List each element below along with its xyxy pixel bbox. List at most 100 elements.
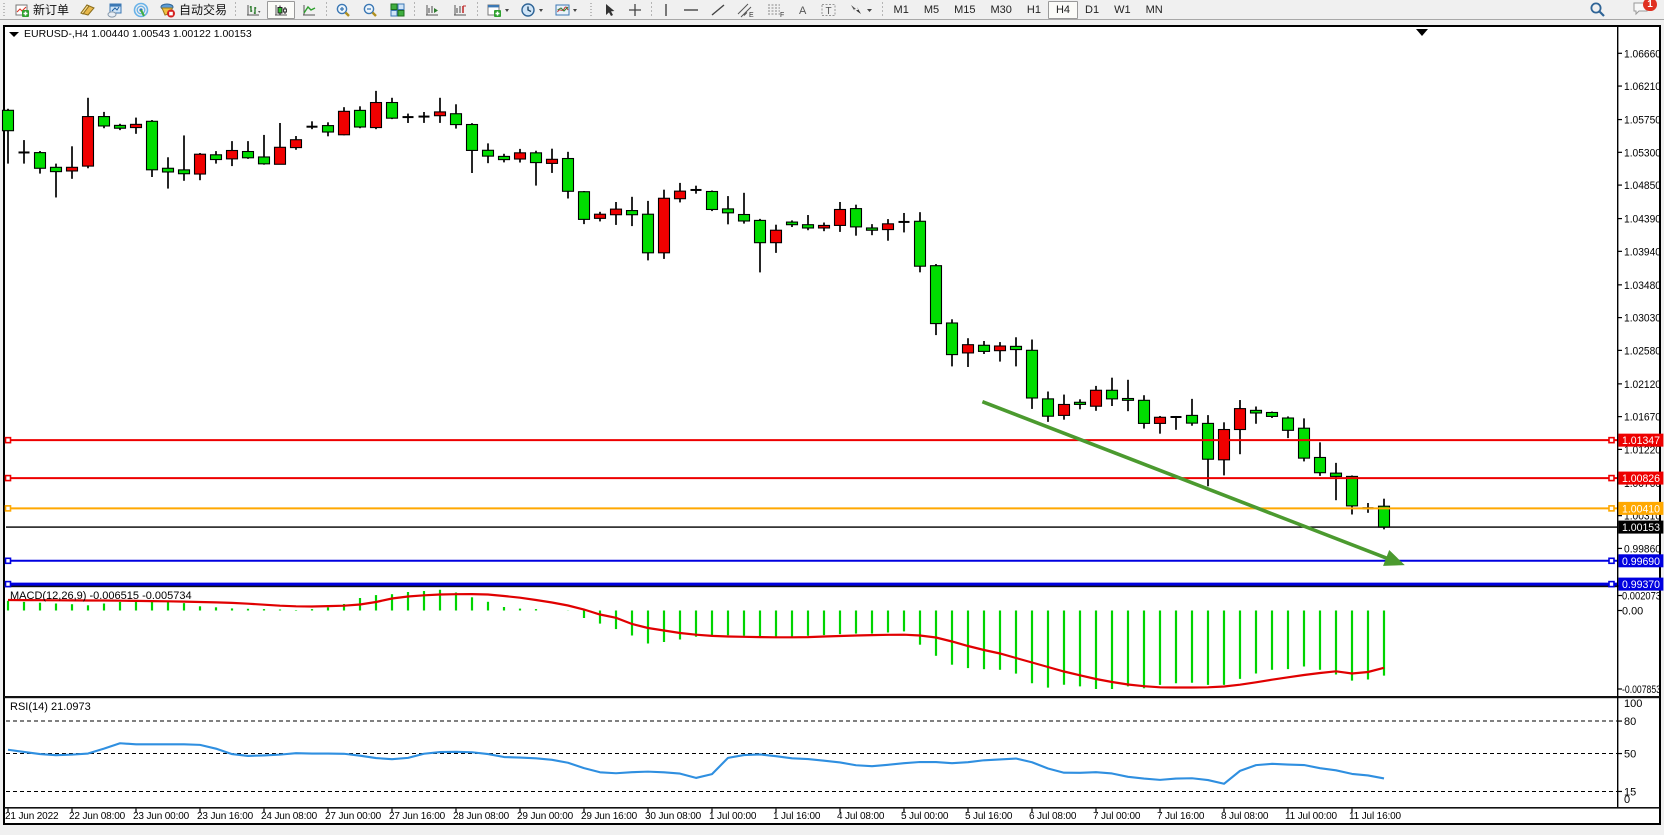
- line-handle[interactable]: [1608, 557, 1615, 565]
- chart-window-frame[interactable]: [3, 25, 1661, 825]
- current-price-line[interactable]: [6, 526, 1617, 528]
- time-tick: [1159, 808, 1161, 813]
- main-macd-separator[interactable]: [4, 585, 1660, 588]
- text-tool-button[interactable]: A: [791, 1, 815, 19]
- timeframe-button-d1[interactable]: D1: [1085, 3, 1100, 16]
- candle: [1009, 337, 1023, 367]
- strategy-tester-button[interactable]: [101, 1, 128, 19]
- line-handle[interactable]: [1608, 505, 1615, 512]
- candle: [961, 338, 975, 367]
- market-watch-button[interactable]: [74, 1, 101, 19]
- candle-chart-mode-button[interactable]: [267, 0, 296, 19]
- timeframe-button-m1[interactable]: M1: [893, 3, 909, 16]
- candle: [577, 190, 591, 225]
- time-tick-label: 27 Jun 16:00: [389, 811, 446, 822]
- timeframe-button-m15[interactable]: M15: [954, 3, 976, 16]
- line-handle[interactable]: [4, 436, 12, 444]
- price-tick: [1617, 383, 1622, 385]
- candle: [33, 151, 47, 174]
- signals-button[interactable]: [128, 1, 154, 19]
- line-handle[interactable]: [1608, 580, 1615, 588]
- trendline-tool-button[interactable]: [705, 1, 731, 19]
- zoom-in-button[interactable]: [330, 1, 357, 19]
- line-handle[interactable]: [4, 557, 12, 565]
- time-tick-label: 1 Jul 16:00: [773, 811, 821, 822]
- price-level-badge: [1618, 520, 1664, 534]
- price-tick: [1617, 317, 1622, 319]
- zoom-out-button[interactable]: [357, 1, 384, 19]
- new-order-icon: [15, 4, 29, 17]
- fibonacci-tool-button[interactable]: F: [761, 1, 791, 19]
- timeframe-button-m5[interactable]: M5: [923, 3, 940, 16]
- price-tick-label: 1.05300: [1624, 147, 1661, 159]
- new-chart-icon: [487, 4, 510, 17]
- svg-text:A: A: [799, 5, 807, 17]
- bar-chart-icon: [247, 4, 261, 15]
- line-handle[interactable]: [4, 580, 12, 588]
- notifications-button[interactable]: 1: [1632, 0, 1657, 19]
- candle: [1217, 422, 1231, 476]
- time-tick: [455, 808, 457, 813]
- hline-tool-button[interactable]: [677, 1, 705, 19]
- candle: [369, 90, 383, 130]
- vline-tool-button[interactable]: [655, 1, 677, 19]
- templates-menu-button[interactable]: [549, 1, 583, 19]
- candle: [1233, 400, 1247, 455]
- timeframe-button-h1[interactable]: H1: [1026, 3, 1041, 16]
- tile-windows-button[interactable]: [384, 1, 411, 19]
- candle: [993, 342, 1007, 362]
- timeframe-button-m30[interactable]: M30: [990, 3, 1012, 16]
- label-tool-button[interactable]: T: [815, 1, 843, 19]
- chart-shift-marker[interactable]: [1416, 29, 1428, 36]
- price-chart-svg[interactable]: 1.06660 1.06210 1.05750 1.05300 1.04850 1.043…: [0, 21, 1664, 830]
- toolbar-grip[interactable]: [589, 2, 595, 17]
- crosshair-tool-button[interactable]: [622, 1, 648, 19]
- time-tick-label: 8 Jul 08:00: [1221, 811, 1269, 822]
- arrows-tool-button[interactable]: [843, 1, 879, 19]
- time-tick-label: 23 Jun 00:00: [133, 811, 190, 822]
- timeframes-menu-button[interactable]: [515, 1, 549, 19]
- channel-tool-button[interactable]: E: [731, 1, 761, 19]
- new-order-button[interactable]: 新订单: [9, 1, 74, 19]
- chart-shift-button[interactable]: [446, 1, 474, 19]
- trend-arrow-line[interactable]: [981, 400, 1397, 564]
- zoom-in-icon: [336, 3, 350, 17]
- line-handle[interactable]: [1608, 436, 1615, 444]
- trend-arrow-head[interactable]: [1383, 550, 1405, 566]
- candle: [1153, 415, 1167, 434]
- price-tick: [1617, 52, 1622, 54]
- candle: [833, 201, 847, 232]
- time-tick: [839, 808, 841, 813]
- time-tick: [199, 808, 201, 813]
- timeframe-button-w1[interactable]: W1: [1114, 3, 1131, 16]
- rsi-label: RSI(14) 21.0973: [10, 701, 91, 713]
- candle: [657, 189, 671, 259]
- price-level-badge: [1618, 433, 1664, 447]
- toolbar-grip[interactable]: [2, 2, 7, 17]
- line-handle[interactable]: [4, 474, 12, 482]
- line-chart-mode-button[interactable]: [295, 1, 323, 19]
- notification-badge: 1: [1643, 0, 1657, 11]
- new-chart-button[interactable]: [481, 1, 515, 19]
- symbol-dropdown-icon[interactable]: [9, 32, 19, 37]
- candle: [690, 185, 702, 194]
- search-icon[interactable]: [1589, 1, 1606, 18]
- auto-scroll-button[interactable]: [418, 1, 446, 19]
- line-handle[interactable]: [1608, 474, 1615, 482]
- macd-rsi-separator[interactable]: [4, 696, 1660, 699]
- timeframe-button-h4[interactable]: H4: [1048, 0, 1078, 19]
- text-label-icon: T: [821, 3, 836, 17]
- rsi-tick-label: 100: [1624, 698, 1642, 710]
- price-tick-label: 1.06660: [1624, 48, 1661, 60]
- rsi-tick-label: 0: [1624, 794, 1630, 806]
- time-tick-label: 21 Jun 2022: [5, 811, 59, 822]
- cursor-tool-button[interactable]: [596, 1, 622, 19]
- crosshair-icon: [629, 3, 642, 16]
- autotrade-button[interactable]: 自动交易: [154, 1, 232, 19]
- timeframe-button-mn[interactable]: MN: [1145, 3, 1163, 16]
- line-handle[interactable]: [4, 505, 12, 512]
- candle: [49, 163, 63, 198]
- toolbar: 新订单 自动交易: [0, 0, 1664, 20]
- bar-chart-mode-button[interactable]: [239, 1, 267, 19]
- time-tick-label: 11 Jul 00:00: [1285, 811, 1338, 822]
